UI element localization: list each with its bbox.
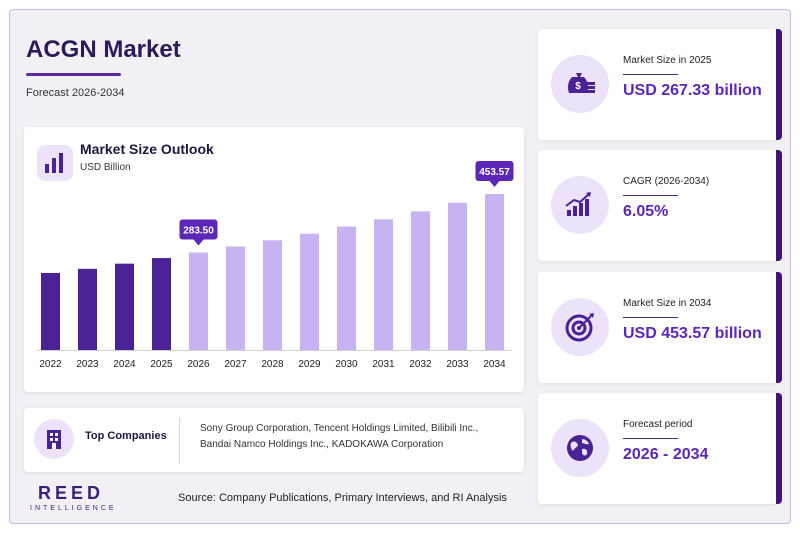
source-note: Source: Company Publications, Primary In…	[178, 492, 507, 504]
top-companies-card: Top Companies Sony Group Corporation, Te…	[24, 408, 524, 472]
stat-underline	[623, 317, 678, 318]
stat-value: USD 453.57 billion	[623, 325, 762, 342]
money-bag-icon: $	[551, 55, 609, 113]
stat-label: Market Size in 2025	[623, 55, 712, 66]
stat-card-cagr: CAGR (2026-2034) 6.05%	[538, 150, 782, 261]
chart-card: Market Size Outlook USD Billion 2022 2023…	[24, 127, 524, 392]
x-tick-label: 2028	[261, 359, 284, 370]
brand-logo: REED	[38, 483, 105, 503]
stat-value: 2026 - 2034	[623, 446, 709, 463]
svg-text:$: $	[575, 81, 581, 92]
title-underline	[26, 73, 121, 76]
stat-label: CAGR (2026-2034)	[623, 176, 710, 187]
x-tick-label: 2032	[409, 359, 432, 370]
stat-underline	[623, 74, 678, 75]
x-tick-label: 2034	[483, 359, 506, 370]
x-tick-label: 2027	[224, 359, 247, 370]
divider	[179, 418, 180, 464]
x-tick-label: 2026	[187, 359, 210, 370]
x-tick-label: 2022	[39, 359, 62, 370]
bar-chart-icon	[37, 145, 73, 181]
bar-2033	[448, 202, 467, 350]
chart-title: Market Size Outlook	[80, 141, 214, 157]
x-tick-label: 2029	[298, 359, 321, 370]
bar-2025	[152, 258, 171, 350]
chart-unit: USD Billion	[80, 162, 131, 173]
bar-2027	[226, 246, 245, 350]
x-tick-label: 2024	[113, 359, 136, 370]
top-companies-list: Sony Group Corporation, Tencent Holdings…	[200, 423, 479, 450]
stat-card-market-size-2034: Market Size in 2034 USD 453.57 billion	[538, 272, 782, 383]
bar-2024	[115, 263, 134, 350]
stat-value: USD 267.33 billion	[623, 82, 762, 99]
stat-label: Forecast period	[623, 419, 693, 430]
brand-logo-subtitle: INTELLIGENCE	[30, 505, 117, 512]
x-tick-label: 2030	[335, 359, 358, 370]
bar-2023	[78, 268, 97, 350]
building-icon	[34, 419, 74, 459]
data-label-2034: 453.57	[475, 161, 514, 187]
x-tick-label: 2031	[372, 359, 395, 370]
stat-underline	[623, 438, 678, 439]
x-tick-label: 2033	[446, 359, 469, 370]
bar-chart: 2022 2023 2024 2025 2026 2027 2028 2029 2030 2031…	[36, 161, 514, 370]
stat-card-market-size-2025: $ Market Size in 2025 USD 267.33 billion	[538, 29, 782, 140]
bar-2026	[189, 252, 208, 350]
bar-2030	[337, 226, 356, 350]
globe-icon	[551, 419, 609, 477]
top-companies-label: Top Companies	[85, 430, 167, 442]
bar-2028	[263, 240, 282, 350]
bar-2029	[300, 233, 319, 350]
bar-2031	[374, 219, 393, 350]
growth-chart-icon	[551, 176, 609, 234]
svg-text:453.57: 453.57	[479, 167, 510, 178]
stat-underline	[623, 195, 678, 196]
x-tick-label: 2025	[150, 359, 173, 370]
svg-text:283.50: 283.50	[183, 225, 214, 236]
bar-2032	[411, 211, 430, 350]
page-title: ACGN Market	[26, 36, 181, 63]
stat-value: 6.05%	[623, 203, 669, 220]
data-label-2026: 283.50	[179, 219, 218, 246]
page-subtitle: Forecast 2026-2034	[26, 87, 125, 99]
target-icon	[551, 298, 609, 356]
bar-2034	[485, 194, 504, 350]
stat-label: Market Size in 2034	[623, 298, 712, 309]
bar-2022	[41, 272, 60, 350]
stat-card-forecast-period: Forecast period 2026 - 2034	[538, 393, 782, 504]
x-tick-label: 2023	[76, 359, 99, 370]
